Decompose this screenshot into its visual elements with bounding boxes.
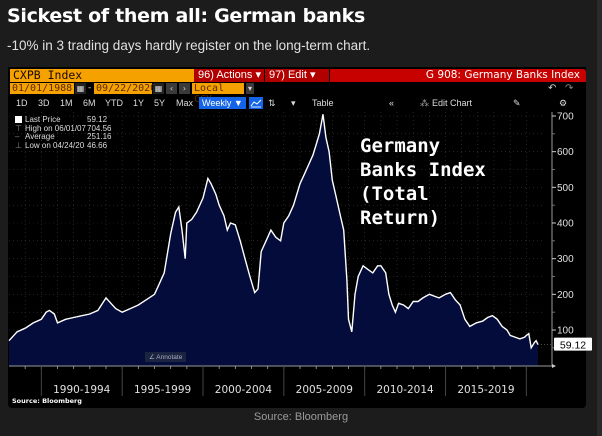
y-tick-label: 200	[557, 290, 574, 301]
x-tick-label: 1990-1994	[53, 384, 111, 396]
end-date-input[interactable]: 09/22/2020	[94, 83, 157, 94]
price-line	[8, 114, 539, 350]
x-tick-label: 1995-1999	[134, 384, 191, 396]
period-ytd[interactable]: YTD	[105, 98, 123, 108]
dropdown-icon[interactable]: ▾	[291, 98, 296, 108]
annotation-line: (Total	[360, 183, 429, 205]
date-separator: -	[88, 83, 92, 93]
legend-item-average: – Average 251.16	[15, 132, 112, 142]
y-tick-label: 500	[557, 183, 574, 194]
function-title: G 908: Germany Banks Index	[330, 69, 586, 82]
prev-icon[interactable]: ‹	[166, 83, 177, 94]
pencil-icon: ∠	[149, 354, 157, 361]
x-tick-label: 2010-2014	[376, 384, 434, 396]
article-subtitle: -10% in 3 trading days hardly register o…	[7, 38, 371, 53]
legend-label: High on 06/01/07	[25, 123, 86, 133]
annotation-line: Germany	[360, 135, 441, 157]
period-3d[interactable]: 3D	[38, 98, 50, 108]
legend-value: 251.16	[87, 132, 112, 141]
gear-icon[interactable]: ⚙	[559, 98, 568, 108]
undo-icon[interactable]: ↶	[548, 83, 557, 94]
edit-chart-icon: ⁂	[420, 98, 429, 108]
period-5y[interactable]: 5Y	[154, 98, 166, 108]
chart-legend: Last Price 59.12 ⊤ High on 06/01/07 704.…	[15, 115, 112, 151]
y-tick-label: 600	[557, 147, 574, 158]
dropdown-icon[interactable]: ▾	[246, 83, 254, 94]
period-1y[interactable]: 1Y	[133, 98, 145, 108]
annotation-line: Banks Index	[360, 159, 486, 181]
last-price-tag	[554, 337, 592, 351]
y-tick-label: 100	[557, 326, 574, 337]
y-tick-layer: 100 200 300 400 500 600 700	[552, 112, 574, 349]
chart-type-icon[interactable]: ⇅	[268, 98, 276, 108]
legend-swatch-icon	[15, 116, 22, 123]
header-row: CXPB Index 96) Actions ▾ 97) Edit ▾ G 90…	[8, 67, 586, 82]
terminal-source-label: Source: Bloomberg	[12, 397, 82, 405]
edit-menu-button[interactable]: 97) Edit ▾	[265, 69, 329, 82]
legend-item-high: ⊤ High on 06/01/07 704.56	[15, 123, 112, 134]
high-marker-icon: ⊤	[15, 123, 22, 133]
y-tick-label: 700	[557, 112, 574, 123]
x-tick-layer: 1990-1994 1995-1999 2000-2004 2005-2009 2010…	[24, 366, 527, 396]
edit-icon[interactable]: ✎	[513, 98, 521, 108]
annotation-line: Return)	[360, 207, 441, 229]
legend-value: 59.12	[87, 115, 108, 124]
article-title: Sickest of them all: German banks	[7, 5, 365, 27]
redo-icon[interactable]: ↷	[565, 83, 574, 94]
legend-label: Low on 04/24/20	[25, 140, 85, 150]
legend-item-low: ⊥ Low on 04/24/20 46.66	[15, 140, 111, 151]
next-icon[interactable]: ›	[179, 83, 190, 94]
calendar-icon[interactable]: ▦	[153, 83, 164, 94]
last-price-layer: 59.12	[538, 337, 592, 351]
average-marker-icon: –	[15, 132, 20, 141]
source-caption: Source: Bloomberg	[253, 411, 349, 423]
actions-menu-button[interactable]: 96) Actions ▾	[194, 69, 264, 82]
axis-arrow	[552, 364, 556, 368]
y-tick-label: 300	[557, 254, 574, 265]
y-tick-label: 400	[557, 219, 574, 230]
legend-label: Average	[25, 132, 55, 141]
start-date-input[interactable]: 01/01/1988	[10, 83, 74, 94]
legend-label: Last Price	[25, 115, 61, 124]
period-6m[interactable]: 6M	[83, 98, 96, 108]
legend-item-last-price[interactable]: Last Price 59.12	[15, 115, 111, 125]
legend-value: 704.56	[87, 123, 112, 133]
x-tick-label: 2005-2009	[296, 384, 353, 396]
frequency-select[interactable]: Weekly ▼	[199, 97, 246, 109]
calendar-icon[interactable]: ▦	[75, 83, 86, 94]
scrollbar-strip	[597, 0, 602, 436]
date-row: 01/01/1988 ▦ - 09/22/2020 ▦ ‹ › Local CC…	[8, 83, 586, 105]
legend-value: 46.66	[87, 140, 108, 150]
low-marker-icon: ⊥	[15, 140, 22, 150]
edit-chart-button[interactable]: Edit Chart	[432, 98, 473, 108]
toolbar-row: 1D 3D 1M 6M YTD 1Y 5Y Max Weekly ▼ ⇅ ▾ T…	[8, 97, 586, 110]
table-button[interactable]: Table	[312, 98, 334, 108]
line-chart-icon[interactable]	[249, 97, 263, 109]
ticker-field[interactable]: CXPB Index	[10, 69, 194, 82]
period-max[interactable]: Max	[176, 98, 194, 108]
x-tick-label: 2015-2019	[457, 384, 514, 396]
price-area	[9, 114, 538, 366]
annotate-label: Annotate	[156, 354, 183, 361]
collapse-button[interactable]: «	[389, 98, 395, 108]
last-price-label: 59.12	[560, 339, 586, 351]
chart-annotation: Germany Banks Index (Total Return)	[360, 134, 486, 230]
period-1d[interactable]: 1D	[16, 98, 28, 108]
period-1m[interactable]: 1M	[60, 98, 73, 108]
annotate-button[interactable]: ∠ Annotate	[145, 352, 187, 362]
x-tick-label: 2000-2004	[215, 384, 273, 396]
